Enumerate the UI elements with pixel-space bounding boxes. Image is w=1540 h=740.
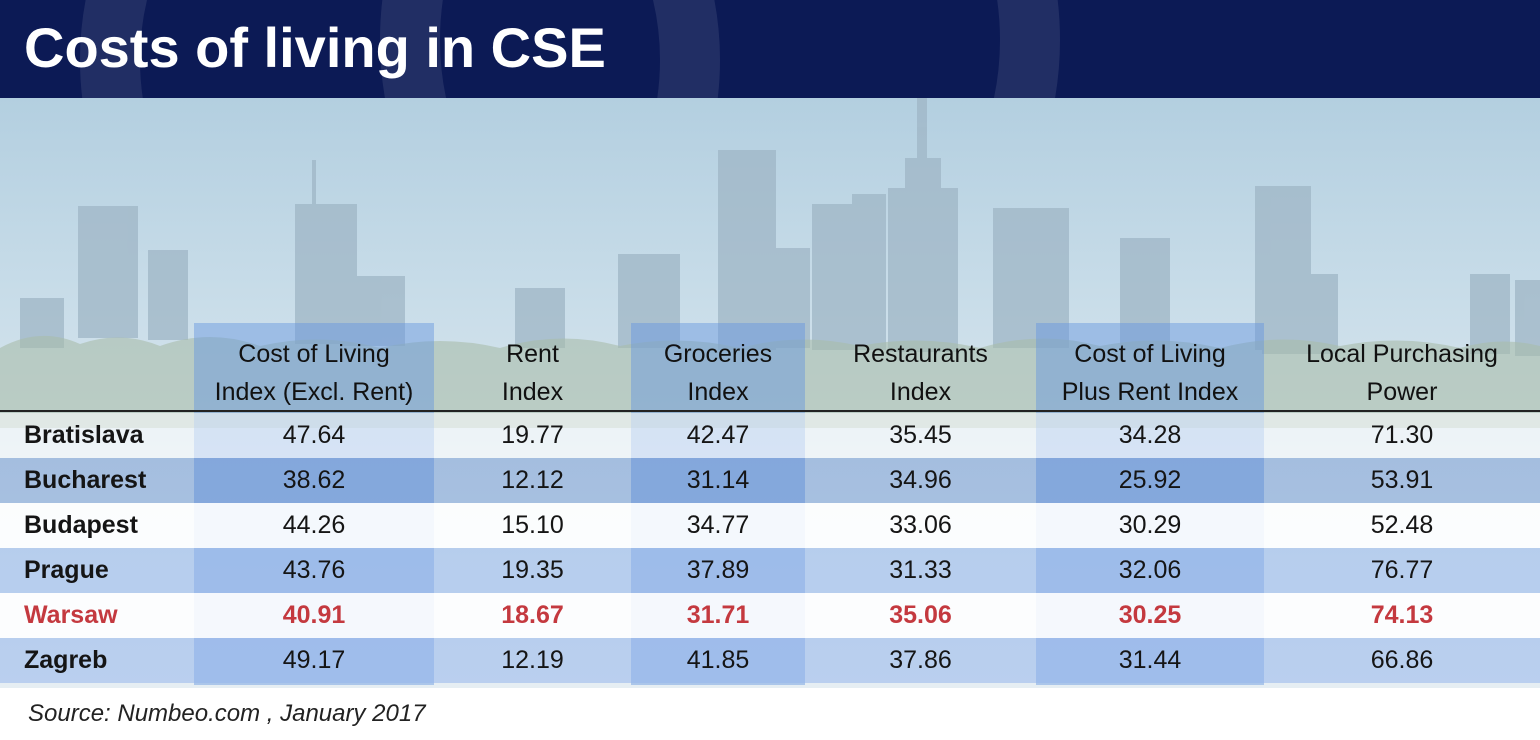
value-cell: 35.06 [889, 601, 952, 629]
city-name: Bucharest [24, 466, 147, 494]
value-cell: 31.71 [686, 601, 750, 629]
column-header-groceries: Groceries Index [663, 340, 773, 406]
value-cell: 76.77 [1370, 556, 1434, 584]
value-cell: 35.45 [889, 421, 952, 449]
value-cell: 19.35 [501, 556, 564, 584]
value-cell: 12.19 [501, 646, 564, 674]
value-cell: 12.12 [501, 466, 564, 494]
page-title: Costs of living in CSE [24, 16, 606, 79]
value-cell: 47.64 [282, 421, 346, 449]
value-cell: 31.14 [686, 466, 750, 494]
value-cell: 18.67 [501, 601, 564, 629]
value-cell: 37.89 [686, 556, 750, 584]
row-background [0, 413, 1540, 458]
value-cell: 19.77 [501, 421, 564, 449]
value-cell: 34.77 [686, 511, 750, 539]
value-cell: 25.92 [1118, 466, 1182, 494]
value-cell: 43.76 [282, 556, 346, 584]
value-cell: 74.13 [1370, 601, 1434, 629]
skyline-illustration [0, 98, 1540, 428]
value-cell: 31.44 [1118, 646, 1182, 674]
table-row-highlighted: Warsaw 40.91 18.67 31.71 35.06 30.25 74.… [0, 593, 1540, 638]
table-row: Prague 43.76 19.35 37.89 31.33 32.06 76.… [0, 548, 1540, 593]
city-name: Bratislava [24, 421, 144, 449]
value-cell: 34.28 [1118, 421, 1182, 449]
city-name: Zagreb [24, 646, 108, 674]
value-cell: 38.62 [282, 466, 346, 494]
row-background [0, 503, 1540, 548]
value-cell: 32.06 [1118, 556, 1182, 584]
title-banner: Costs of living in CSE [0, 0, 1540, 98]
value-cell: 34.96 [889, 466, 952, 494]
value-cell: 40.91 [282, 601, 346, 629]
column-header-rent: Rent Index [501, 340, 564, 406]
table-row: Bratislava 47.64 19.77 42.47 35.45 34.28… [0, 413, 1540, 458]
value-cell: 53.91 [1370, 466, 1434, 494]
column-header-restaurants: Restaurants Index [853, 340, 988, 406]
value-cell: 41.85 [686, 646, 750, 674]
header-divider [0, 410, 1540, 412]
city-name: Warsaw [24, 601, 118, 629]
column-header-cost-of-living: Cost of Living Index (Excl. Rent) [214, 340, 414, 406]
row-background [0, 548, 1540, 593]
city-name: Prague [24, 556, 109, 584]
table-row: Bucharest 38.62 12.12 31.14 34.96 25.92 … [0, 458, 1540, 503]
value-cell: 52.48 [1370, 511, 1434, 539]
value-cell: 33.06 [889, 511, 952, 539]
value-cell: 31.33 [889, 556, 952, 584]
row-background [0, 638, 1540, 683]
column-header-purchasing-power: Local Purchasing Power [1306, 340, 1498, 406]
source-note: Source: Numbeo.com , January 2017 [28, 700, 426, 727]
value-cell: 30.25 [1118, 601, 1182, 629]
value-cell: 66.86 [1370, 646, 1434, 674]
column-header-cost-plus-rent: Cost of Living Plus Rent Index [1061, 340, 1239, 406]
row-background [0, 458, 1540, 503]
value-cell: 49.17 [282, 646, 346, 674]
value-cell: 71.30 [1370, 421, 1434, 449]
row-background [0, 593, 1540, 638]
value-cell: 37.86 [889, 646, 952, 674]
value-cell: 44.26 [282, 511, 346, 539]
value-cell: 42.47 [686, 421, 750, 449]
table-row: Zagreb 49.17 12.19 41.85 37.86 31.44 66.… [0, 638, 1540, 683]
decorative-arc [380, 0, 1060, 98]
table-row: Budapest 44.26 15.10 34.77 33.06 30.29 5… [0, 503, 1540, 548]
value-cell: 15.10 [501, 511, 564, 539]
city-name: Budapest [24, 511, 138, 539]
value-cell: 30.29 [1118, 511, 1182, 539]
